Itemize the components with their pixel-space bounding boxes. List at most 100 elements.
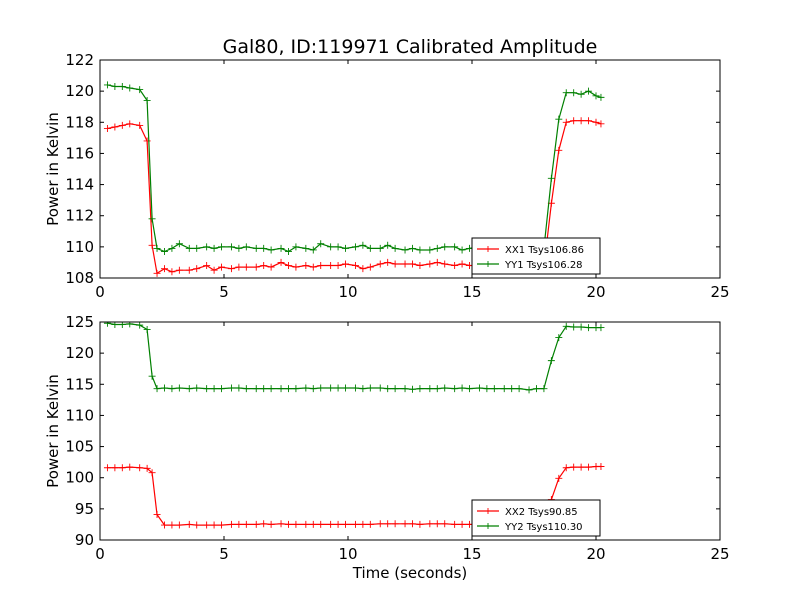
data-point-marker <box>384 385 392 393</box>
data-point-marker <box>532 385 540 393</box>
data-point-marker <box>490 385 498 393</box>
data-point-marker <box>302 520 310 528</box>
data-point-marker <box>366 244 374 252</box>
data-point-marker <box>136 121 144 129</box>
data-point-marker <box>466 385 474 393</box>
y-tick-label: 118 <box>65 113 94 131</box>
y-tick-label: 95 <box>75 500 94 518</box>
data-point-marker <box>562 322 570 330</box>
bottom-plot-panel: 0 5 10 15 20 25 90 95 100 105 110 115 120 125 Power in… <box>44 313 730 563</box>
legend-box <box>471 237 601 275</box>
data-point-marker <box>185 385 193 393</box>
data-point-marker <box>292 243 300 251</box>
data-point-marker <box>540 385 548 393</box>
data-point-marker <box>210 385 218 393</box>
data-point-marker <box>597 324 605 332</box>
data-point-marker <box>111 464 119 472</box>
data-point-marker <box>143 464 151 472</box>
data-point-marker <box>475 384 483 392</box>
data-point-marker <box>585 87 593 95</box>
data-point-marker <box>160 248 168 256</box>
data-point-marker <box>570 89 578 97</box>
data-point-marker <box>148 241 156 249</box>
data-point-marker <box>309 385 317 393</box>
data-point-marker <box>284 262 292 270</box>
data-point-marker <box>153 244 161 252</box>
data-point-marker <box>555 146 563 154</box>
top-plot-panel: 0 5 10 15 20 25 108 110 112 114 116 118 120 122 Power … <box>44 51 730 301</box>
data-point-marker <box>153 510 161 518</box>
data-point-marker <box>284 248 292 256</box>
x-tick-label: 15 <box>462 545 481 563</box>
data-point-marker <box>433 385 441 393</box>
data-point-marker <box>103 464 111 472</box>
data-point-marker <box>391 260 399 268</box>
data-point-marker <box>401 520 409 528</box>
data-point-marker <box>525 386 533 394</box>
data-point-marker <box>391 520 399 528</box>
data-point-marker <box>227 384 235 392</box>
data-point-marker <box>483 385 491 393</box>
data-point-marker <box>126 120 134 128</box>
data-point-marker <box>384 520 392 528</box>
data-point-marker <box>168 521 176 529</box>
data-point-marker <box>267 246 275 254</box>
legend-marker <box>485 261 491 267</box>
data-point-marker <box>508 385 516 393</box>
plot-frame <box>99 321 721 541</box>
data-point-marker <box>277 385 285 393</box>
data-point-marker <box>577 323 585 331</box>
data-point-marker <box>185 266 193 274</box>
y-axis-label: Power in Kelvin <box>44 112 62 226</box>
data-point-marker <box>366 263 374 271</box>
x-tick-label: 15 <box>462 283 481 301</box>
data-point-marker <box>242 520 250 528</box>
data-point-marker <box>562 89 570 97</box>
x-tick-label: 0 <box>95 545 105 563</box>
data-point-marker <box>416 520 424 528</box>
data-point-marker <box>126 84 134 92</box>
data-point-marker <box>210 244 218 252</box>
data-point-marker <box>218 243 226 251</box>
data-point-marker <box>570 117 578 125</box>
data-point-marker <box>351 262 359 270</box>
data-point-marker <box>597 463 605 471</box>
x-tick-label: 0 <box>95 283 105 301</box>
y-tick-label: 110 <box>65 238 94 256</box>
data-point-marker <box>458 246 466 254</box>
y-tick-label: 122 <box>65 51 94 69</box>
data-point-marker <box>175 266 183 274</box>
data-point-marker <box>408 260 416 268</box>
x-tick-label: 20 <box>586 545 605 563</box>
data-point-marker <box>242 263 250 271</box>
data-point-marker <box>284 520 292 528</box>
data-point-marker <box>376 520 384 528</box>
data-point-marker <box>359 520 367 528</box>
data-point-marker <box>193 521 201 529</box>
data-point-marker <box>376 260 384 268</box>
data-point-marker <box>111 123 119 131</box>
data-point-marker <box>359 265 367 273</box>
data-point-marker <box>210 266 218 274</box>
data-point-marker <box>103 125 111 133</box>
data-point-marker <box>252 385 260 393</box>
data-point-marker <box>334 384 342 392</box>
data-point-marker <box>317 384 325 392</box>
data-point-marker <box>235 244 243 252</box>
data-point-marker <box>585 463 593 471</box>
data-point-marker <box>327 384 335 392</box>
data-point-marker <box>384 258 392 266</box>
data-point-marker <box>334 243 342 251</box>
data-point-marker <box>351 384 359 392</box>
data-point-marker <box>203 243 211 251</box>
data-point-marker <box>401 246 409 254</box>
data-point-marker <box>451 385 459 393</box>
data-point-marker <box>317 520 325 528</box>
data-point-marker <box>562 118 570 126</box>
data-point-marker <box>426 385 434 393</box>
data-point-marker <box>126 322 134 328</box>
data-point-marker <box>451 520 459 528</box>
legend-marker <box>485 508 491 514</box>
